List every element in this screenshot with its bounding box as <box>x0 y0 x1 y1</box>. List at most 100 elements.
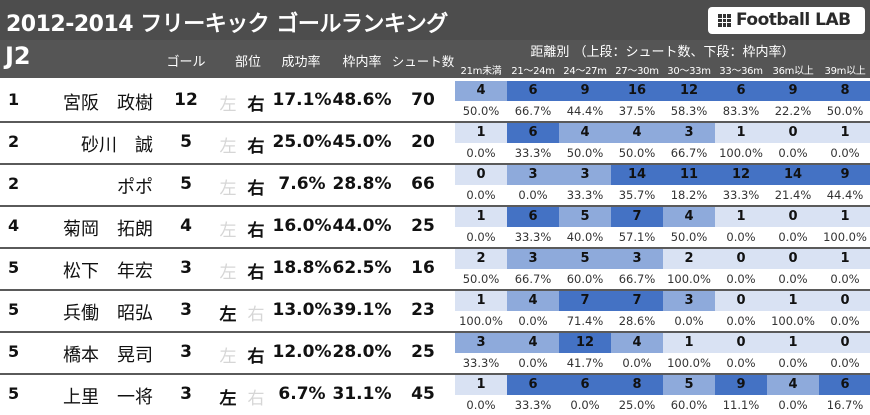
distance-rate-cell: 100.0% <box>715 143 767 163</box>
distance-shots-cell: 3 <box>559 165 611 185</box>
distance-shots-cell: 4 <box>611 333 663 353</box>
distance-rate-cell: 0.0% <box>767 143 819 163</box>
goals-cell: 5 <box>180 174 192 194</box>
rank-cell: 5 <box>8 300 20 319</box>
page-title: 2012-2014 フリーキック ゴールランキング <box>6 12 448 37</box>
distance-rate-cell: 33.3% <box>715 185 767 205</box>
distance-shots-cell: 3 <box>611 249 663 269</box>
distance-rate-cell: 0.0% <box>819 143 870 163</box>
distance-shots-cell: 5 <box>559 207 611 227</box>
distance-shots-cell: 1 <box>715 207 767 227</box>
distance-rate-cell: 66.7% <box>507 101 559 121</box>
distance-rate-cell: 21.4% <box>767 185 819 205</box>
row-separator <box>0 121 870 124</box>
foot-left-label: 左 <box>219 263 237 283</box>
distance-shots-cell: 12 <box>663 81 715 101</box>
distance-rate-cell: 66.7% <box>611 269 663 289</box>
distance-shots-cell: 0 <box>767 249 819 269</box>
distance-rate-cell: 44.4% <box>559 101 611 121</box>
distance-rate-cell: 16.7% <box>819 395 870 415</box>
foot-left-label: 左 <box>219 347 237 367</box>
distance-rate-cell: 37.5% <box>611 101 663 121</box>
distance-shots-cell: 0 <box>819 291 870 311</box>
player-name: 橋本 晃司 <box>63 345 153 366</box>
distance-bucket-header: 39m以上 <box>824 66 866 77</box>
player-name: 上里 一将 <box>63 387 153 408</box>
title-bar: 2012-2014 フリーキック ゴールランキング Football LAB <box>0 0 870 40</box>
shots-cell: 66 <box>411 174 435 194</box>
rank-cell: 1 <box>8 90 20 109</box>
distance-rate-cell: 33.3% <box>559 185 611 205</box>
distance-shots-cell: 5 <box>559 249 611 269</box>
on-target-rate-cell: 44.0% <box>332 216 392 236</box>
distance-rate-cell: 0.0% <box>715 227 767 247</box>
distance-shots-cell: 7 <box>611 291 663 311</box>
distance-bucket-header: 30～33m <box>667 66 711 77</box>
distance-rate-cell: 60.0% <box>663 395 715 415</box>
distance-shots-cell: 12 <box>715 165 767 185</box>
distance-rate-cell: 0.0% <box>819 353 870 373</box>
player-name: ポポ <box>117 177 153 198</box>
on-target-rate-cell: 62.5% <box>332 258 392 278</box>
player-name: 兵働 昭弘 <box>63 303 153 324</box>
distance-shots-cell: 5 <box>663 375 715 395</box>
distance-shots-cell: 0 <box>819 333 870 353</box>
table-row <box>0 123 455 163</box>
foot-left-label: 左 <box>219 179 237 199</box>
rank-cell: 2 <box>8 174 20 193</box>
distance-rate-cell: 71.4% <box>559 311 611 331</box>
distance-rate-cell: 0.0% <box>819 269 870 289</box>
distance-shots-cell: 11 <box>663 165 715 185</box>
distance-shots-cell: 1 <box>767 333 819 353</box>
success-rate-cell: 12.0% <box>272 342 332 362</box>
distance-shots-cell: 4 <box>663 207 715 227</box>
rank-cell: 5 <box>8 342 20 361</box>
shots-cell: 70 <box>411 90 435 110</box>
foot-right-label: 右 <box>247 137 265 157</box>
distance-rate-cell: 0.0% <box>715 311 767 331</box>
row-separator <box>0 247 870 250</box>
row-separator <box>0 163 870 166</box>
shots-cell: 23 <box>411 300 435 320</box>
distance-rate-cell: 41.7% <box>559 353 611 373</box>
distance-shots-cell: 7 <box>611 207 663 227</box>
distance-bucket-header: 24～27m <box>563 66 607 77</box>
table-row <box>0 291 455 331</box>
distance-rate-cell: 0.0% <box>767 227 819 247</box>
distance-shots-cell: 0 <box>767 123 819 143</box>
distance-rate-cell: 60.0% <box>559 269 611 289</box>
header-success-rate: 成功率 <box>281 55 321 70</box>
distance-rate-cell: 50.0% <box>819 101 870 121</box>
row-separator <box>0 331 870 334</box>
distance-shots-cell: 6 <box>507 375 559 395</box>
distance-shots-cell: 4 <box>767 375 819 395</box>
distance-shots-cell: 3 <box>507 165 559 185</box>
distance-shots-cell: 0 <box>767 207 819 227</box>
distance-shots-cell: 9 <box>767 81 819 101</box>
shots-cell: 25 <box>411 342 435 362</box>
rank-cell: 4 <box>8 216 20 235</box>
distance-shots-cell: 1 <box>819 249 870 269</box>
header-shots: シュート数 <box>391 54 455 69</box>
distance-rate-cell: 0.0% <box>819 311 870 331</box>
table-row <box>0 81 455 121</box>
distance-rate-cell: 0.0% <box>455 185 507 205</box>
distance-rate-cell: 50.0% <box>455 101 507 121</box>
distance-shots-cell: 9 <box>715 375 767 395</box>
distance-shots-cell: 3 <box>507 249 559 269</box>
logo-text: Football LAB <box>736 10 851 30</box>
foot-left-label: 左 <box>219 389 237 409</box>
league-label: J2 <box>5 42 31 70</box>
distance-shots-cell: 1 <box>455 375 507 395</box>
distance-rate-cell: 33.3% <box>455 353 507 373</box>
distance-rate-cell: 11.1% <box>715 395 767 415</box>
goals-cell: 3 <box>180 258 192 278</box>
distance-shots-cell: 6 <box>819 375 870 395</box>
success-rate-cell: 6.7% <box>278 384 326 404</box>
distance-shots-cell: 3 <box>663 123 715 143</box>
distance-shots-cell: 1 <box>819 207 870 227</box>
player-name: 宮阪 政樹 <box>63 93 153 114</box>
success-rate-cell: 17.1% <box>272 90 332 110</box>
foot-right-label: 右 <box>247 305 265 325</box>
